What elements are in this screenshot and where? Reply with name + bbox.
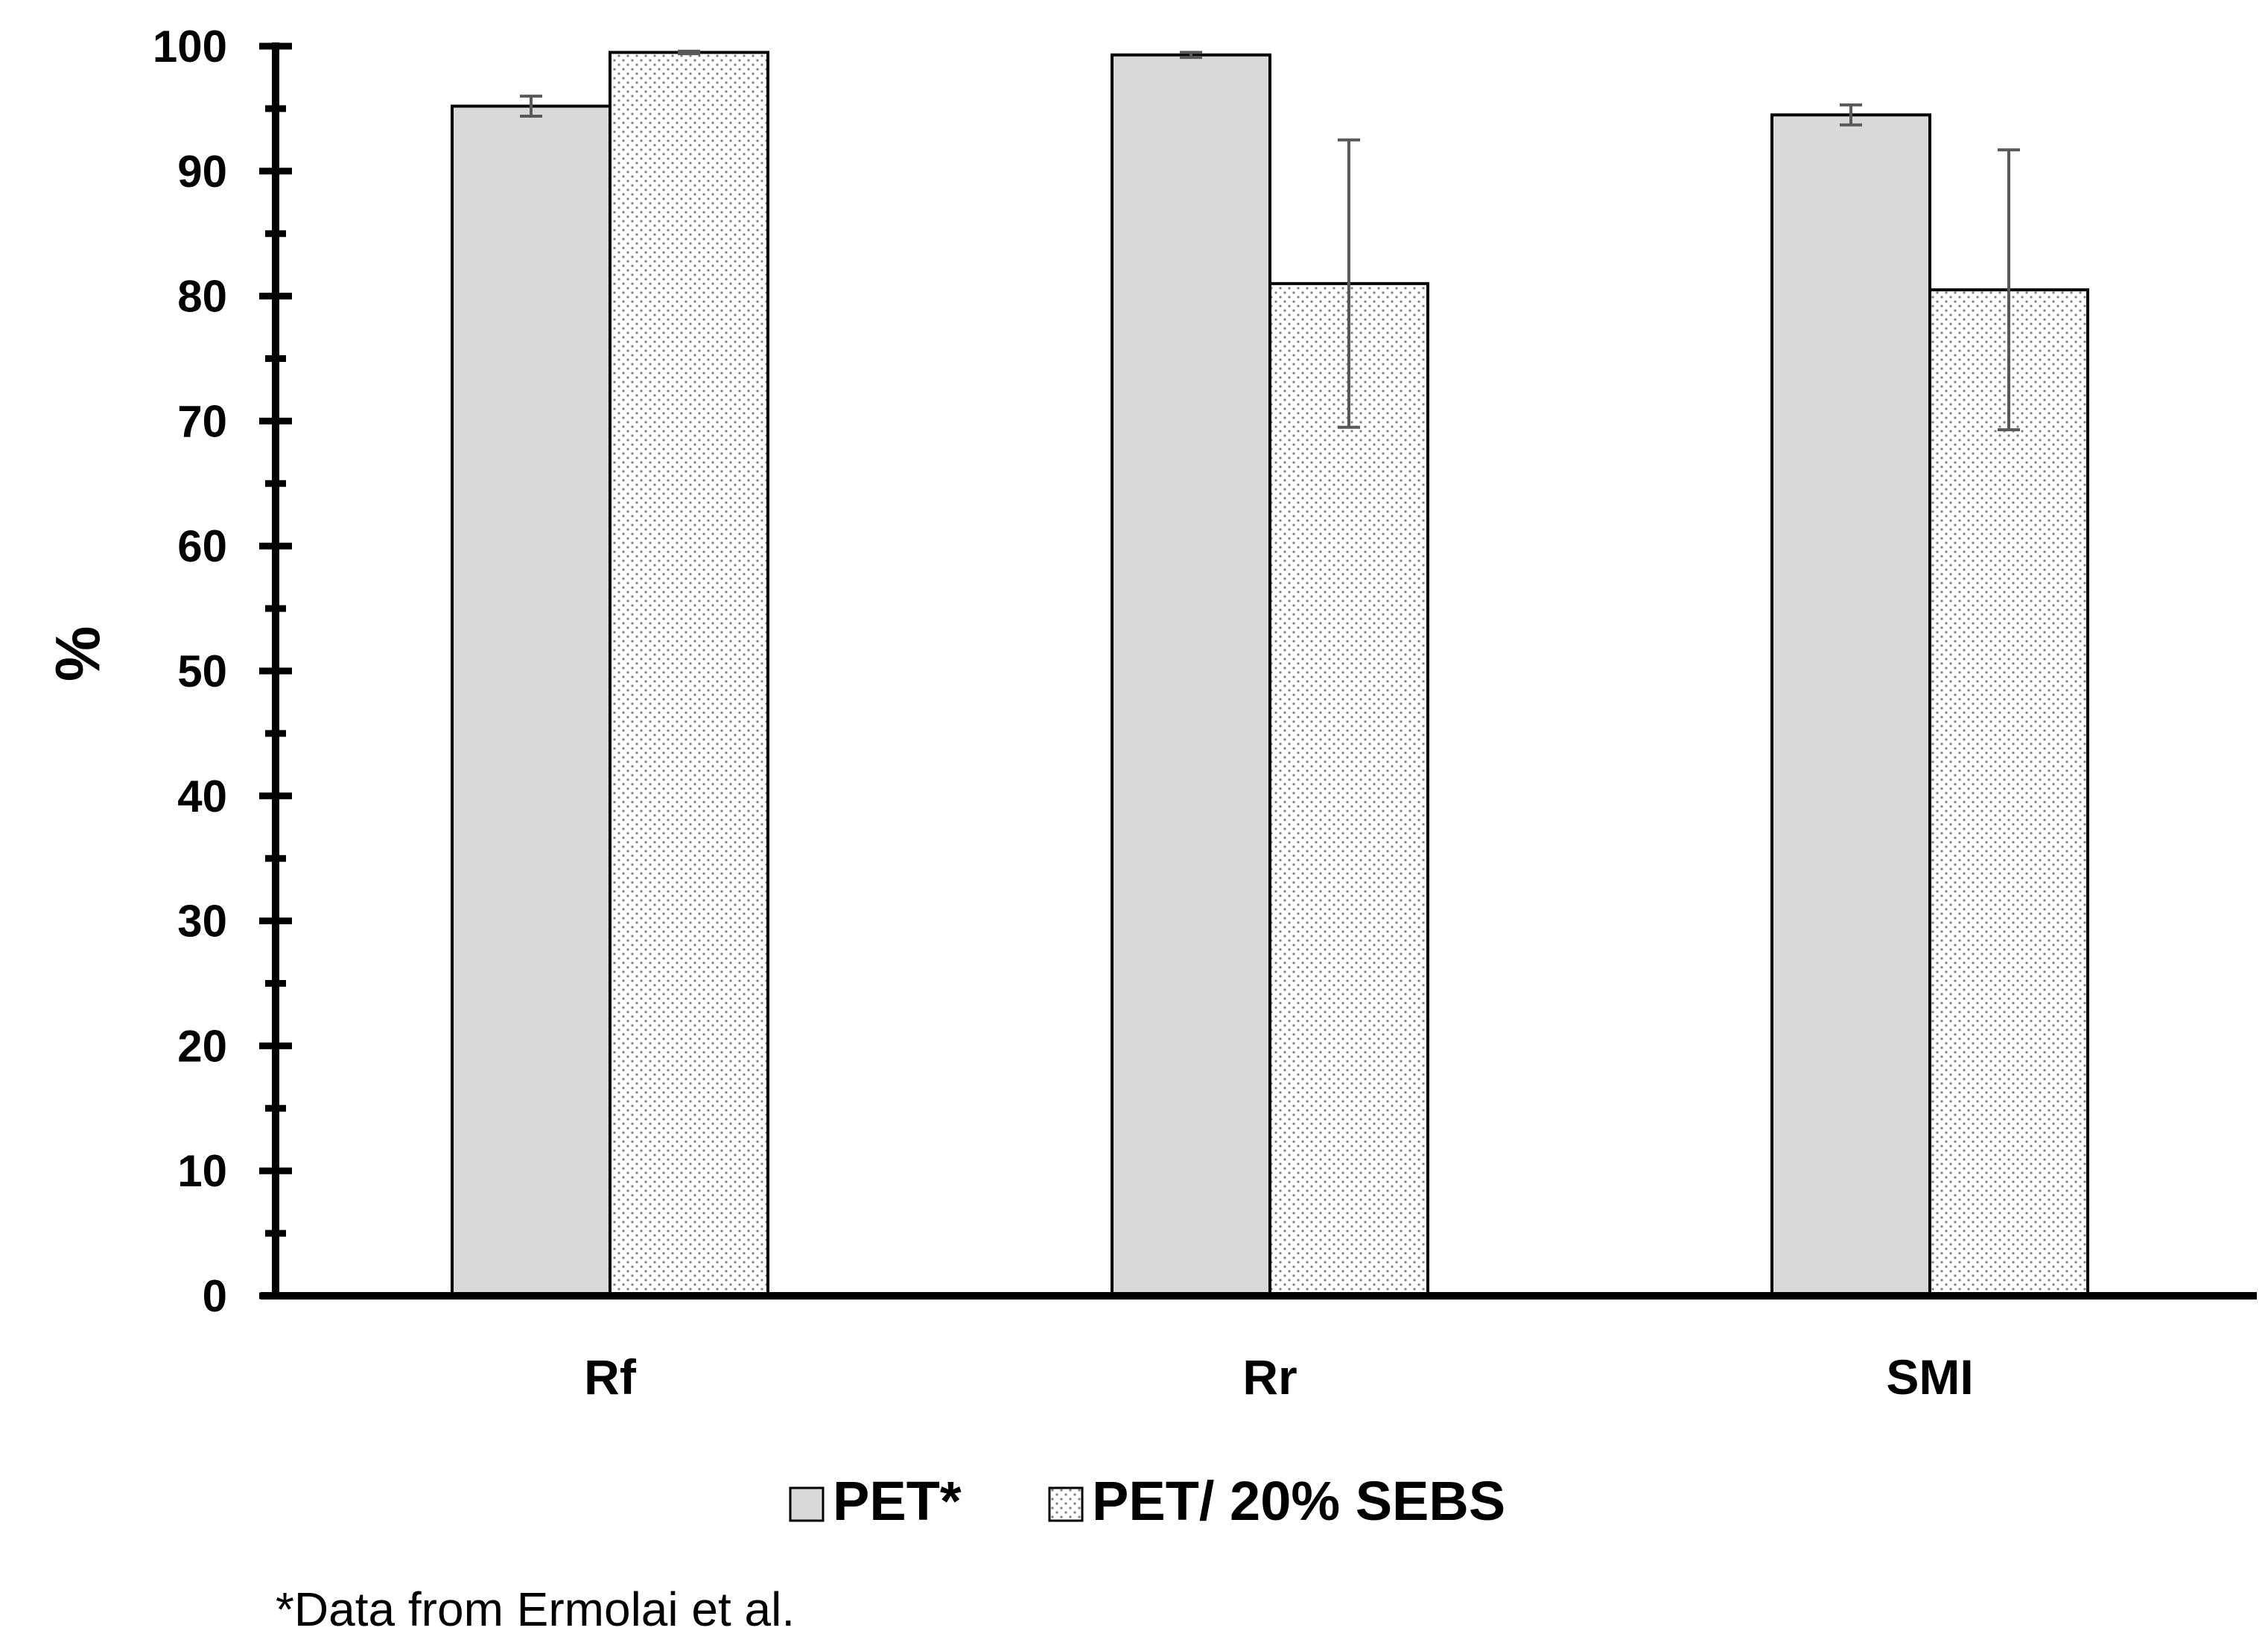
bar-rf-pet [451,104,612,1298]
y-tick-label: 40 [177,772,227,821]
bar-smi-pet-sebs [1928,288,2089,1298]
y-tick-label: 0 [203,1271,227,1321]
x-axis-category-labels: Rf Rr SMI [584,1349,1974,1405]
footnote: *Data from Ermolai et al. [276,1582,795,1636]
y-tick-label: 80 [177,272,227,322]
y-axis-tick-labels: 0 10 20 30 40 50 60 70 80 90 100 [153,22,227,1321]
legend-label-pet: PET* [833,1470,962,1532]
y-tick-label: 100 [153,22,227,71]
y-tick-label: 70 [177,396,227,446]
legend-swatch-pet-sebs [1048,1486,1084,1522]
bar-smi-pet [1770,113,1931,1297]
category-label-rr: Rr [1242,1349,1297,1405]
y-tick-label: 20 [177,1021,227,1071]
category-label-rf: Rf [584,1349,637,1405]
category-label-smi: SMI [1886,1349,1973,1405]
bar-rr-pet [1111,53,1271,1298]
bar-rf-pet-sebs [609,51,769,1297]
y-tick-label: 60 [177,521,227,571]
error-bars [520,49,2020,432]
y-tick-label: 90 [177,147,227,197]
legend-swatch-pet [789,1486,825,1522]
y-axis-title: % [42,626,112,682]
bar-series [451,51,2089,1298]
y-tick-label: 10 [177,1146,227,1196]
y-tick-label: 30 [177,897,227,947]
bar-rr-pet-sebs [1268,281,1429,1298]
legend: PET* PET/ 20% SEBS [789,1470,1505,1532]
y-tick-label: 50 [177,646,227,696]
legend-label-pet-sebs: PET/ 20% SEBS [1092,1470,1505,1532]
